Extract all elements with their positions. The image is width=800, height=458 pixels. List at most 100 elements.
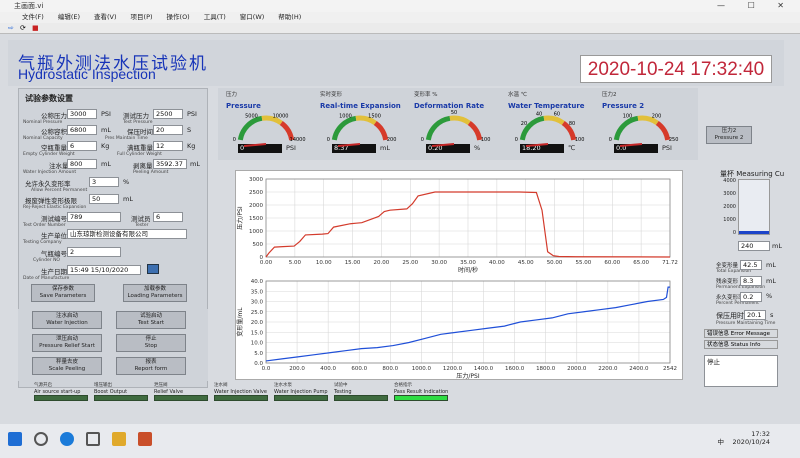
test-start-button[interactable]: 试验启动 Test Start bbox=[116, 311, 186, 329]
gauge-deformation-rate: 变形率 % Deformation Rate 0.20% 0 50 100 bbox=[410, 88, 498, 160]
gauge-green-arc bbox=[331, 115, 357, 141]
nominal-capacity-field[interactable]: 6800 bbox=[67, 125, 97, 135]
x-tick-label: 2542 bbox=[663, 366, 677, 372]
x-tick-label: 55.00 bbox=[576, 260, 592, 266]
allow-perm-unit: % bbox=[123, 178, 130, 186]
load-parameters-button[interactable]: 加载参数 Loading Parameters bbox=[123, 284, 187, 302]
gauge-tick-label: 0 bbox=[609, 137, 612, 143]
testing-company-field[interactable]: 山东琼斯检测设备有限公司 bbox=[67, 229, 187, 239]
continuous-run-icon[interactable]: ⟳ bbox=[20, 24, 26, 32]
test-pressure-field[interactable]: 2500 bbox=[153, 109, 183, 119]
menu-item[interactable]: 操作(O) bbox=[166, 13, 190, 21]
menu-item[interactable]: 帮助(H) bbox=[278, 13, 302, 21]
x-tick-label: 2000.0 bbox=[567, 366, 587, 372]
gauge-needle bbox=[337, 143, 361, 147]
report-button[interactable]: 报表 Report form bbox=[116, 357, 186, 375]
gauge-value: 0 bbox=[238, 144, 282, 153]
gauge-red-arc bbox=[373, 120, 389, 141]
stop-button[interactable]: 停止 Stop bbox=[116, 334, 186, 352]
plot-frame bbox=[265, 178, 671, 258]
gauge-tick-label: 1500 bbox=[368, 113, 381, 119]
window-controls[interactable]: — ☐ ✕ bbox=[717, 1, 794, 10]
file-explorer-icon[interactable] bbox=[112, 432, 126, 446]
full-weight-label-en: Full Cylinder Weight bbox=[117, 152, 162, 157]
full-weight-unit: Kg bbox=[187, 142, 196, 150]
indicator-led bbox=[214, 395, 268, 401]
gauge-label-en: Deformation Rate bbox=[414, 102, 485, 110]
y-tick-label: 1500 bbox=[249, 216, 263, 222]
gauge-label-cn: 水温 ℃ bbox=[508, 92, 527, 98]
expansion-pressure-chart: 0.0 5.0 10.0 15.0 20.0 25.0 30.0 35.0 40.0 0.0 200… bbox=[236, 279, 677, 379]
test-pressure-unit: PSI bbox=[187, 110, 197, 118]
nominal-pressure-field[interactable]: 3000 bbox=[67, 109, 97, 119]
manufacture-field[interactable]: 15:49 15/10/2020 bbox=[67, 265, 141, 275]
water-injection-button[interactable]: 注水启动 Water Injection bbox=[32, 311, 102, 329]
measuring-scale-tick: 0 bbox=[732, 230, 736, 236]
gauge-needle bbox=[525, 143, 549, 147]
menu-item[interactable]: 项目(P) bbox=[130, 13, 153, 21]
menu-item[interactable]: 工具(T) bbox=[203, 13, 226, 21]
indicator-label-en: Relief Valve bbox=[154, 389, 184, 395]
x-tick-label: 1000.0 bbox=[412, 366, 432, 372]
pressure2-button-en: Pressure 2 bbox=[714, 135, 744, 141]
empty-weight-field[interactable]: 6 bbox=[67, 141, 97, 151]
gauge-tick-label: 100 bbox=[575, 137, 585, 143]
gauge-value: 0.0 bbox=[614, 144, 658, 153]
test-start-button-en: Test Start bbox=[137, 320, 164, 326]
pressure-maintain-field: 20.1 bbox=[744, 310, 766, 320]
scale-peeling-button[interactable]: 秤量去皮 Scale Peeling bbox=[32, 357, 102, 375]
calendar-icon[interactable] bbox=[147, 264, 159, 274]
search-icon[interactable] bbox=[34, 432, 48, 446]
menu-item[interactable]: 查看(V) bbox=[94, 13, 117, 21]
status-info-box: 状态信息 Status Info bbox=[704, 340, 778, 349]
stop-button-cn: 停止 bbox=[145, 336, 157, 342]
gauge-label-en: Water Temperature bbox=[508, 102, 585, 110]
gauge-unit: % bbox=[474, 144, 481, 152]
menu-item[interactable]: 窗口(W) bbox=[239, 13, 265, 21]
indicator-label-en: Water Injection Valve bbox=[214, 389, 267, 395]
indicator-label-cn: 气源开启 bbox=[34, 383, 52, 388]
water-injection-field[interactable]: 800 bbox=[67, 159, 97, 169]
x-tick-label: 400.0 bbox=[320, 366, 336, 372]
pressure2-button[interactable]: 压力2 Pressure 2 bbox=[706, 126, 752, 144]
windows-start-icon[interactable] bbox=[8, 432, 22, 446]
test-pressure-label: 测试压力 bbox=[123, 112, 149, 120]
abort-icon[interactable]: ■ bbox=[32, 24, 39, 32]
pressure-relief-button[interactable]: 泄压启动 Pressure Relief Start bbox=[32, 334, 102, 352]
run-arrow-icon[interactable]: ⇨ bbox=[8, 24, 14, 32]
menu-item[interactable]: 编辑(E) bbox=[57, 13, 80, 21]
reject-elastic-field[interactable]: 50 bbox=[89, 194, 119, 204]
menu-item[interactable]: 文件(F) bbox=[22, 13, 44, 21]
pressure-maintain-label-en: Pressure Maintaining Time bbox=[716, 321, 776, 326]
indicator-air-source-start-up: 气源开启 Air source start-up bbox=[34, 382, 88, 402]
y-tick-label: 15.0 bbox=[251, 330, 264, 336]
app-icon[interactable] bbox=[138, 432, 152, 446]
tray-language[interactable]: 中 bbox=[717, 438, 725, 446]
indicator-label-en: Water Injection Pump bbox=[274, 389, 328, 395]
pres-time-field[interactable]: 20 bbox=[153, 125, 183, 135]
nominal-pressure-unit: PSI bbox=[101, 110, 111, 118]
tray-date: 2020/10/24 bbox=[732, 438, 770, 446]
save-parameters-button[interactable]: 保存参数 Save Parameters bbox=[31, 284, 95, 302]
indicator-label-cn: 试验中 bbox=[334, 383, 348, 388]
gauge-yellow-arc bbox=[449, 115, 471, 126]
test-order-field[interactable]: 789 bbox=[67, 212, 121, 222]
task-view-icon[interactable] bbox=[86, 432, 100, 446]
gauge-yellow-arc bbox=[543, 115, 565, 126]
cylinder-no-field[interactable]: 2 bbox=[67, 247, 121, 257]
peeling-field[interactable]: 3592.37 bbox=[153, 159, 187, 169]
full-weight-field[interactable]: 12 bbox=[153, 141, 183, 151]
scale-peeling-button-en: Scale Peeling bbox=[48, 366, 86, 372]
x-tick-label: 200.0 bbox=[289, 366, 305, 372]
gauge-dial: 0 20 40 60 80 100 bbox=[515, 111, 585, 147]
error-message-label-en: Error Message bbox=[730, 331, 771, 337]
pres-time-label: 保压时间 bbox=[127, 128, 153, 136]
tester-field[interactable]: 6 bbox=[153, 212, 183, 222]
allow-perm-field[interactable]: 3 bbox=[89, 177, 119, 187]
browser-icon[interactable] bbox=[60, 432, 74, 446]
save-parameters-label-cn: 保存参数 bbox=[51, 286, 74, 292]
gauge-unit: PSI bbox=[662, 144, 672, 152]
gauge-label-en: Real-time Expansion bbox=[320, 102, 401, 110]
measuring-reading: 240 bbox=[738, 241, 770, 251]
gauge-label-cn: 变形率 % bbox=[414, 92, 438, 98]
